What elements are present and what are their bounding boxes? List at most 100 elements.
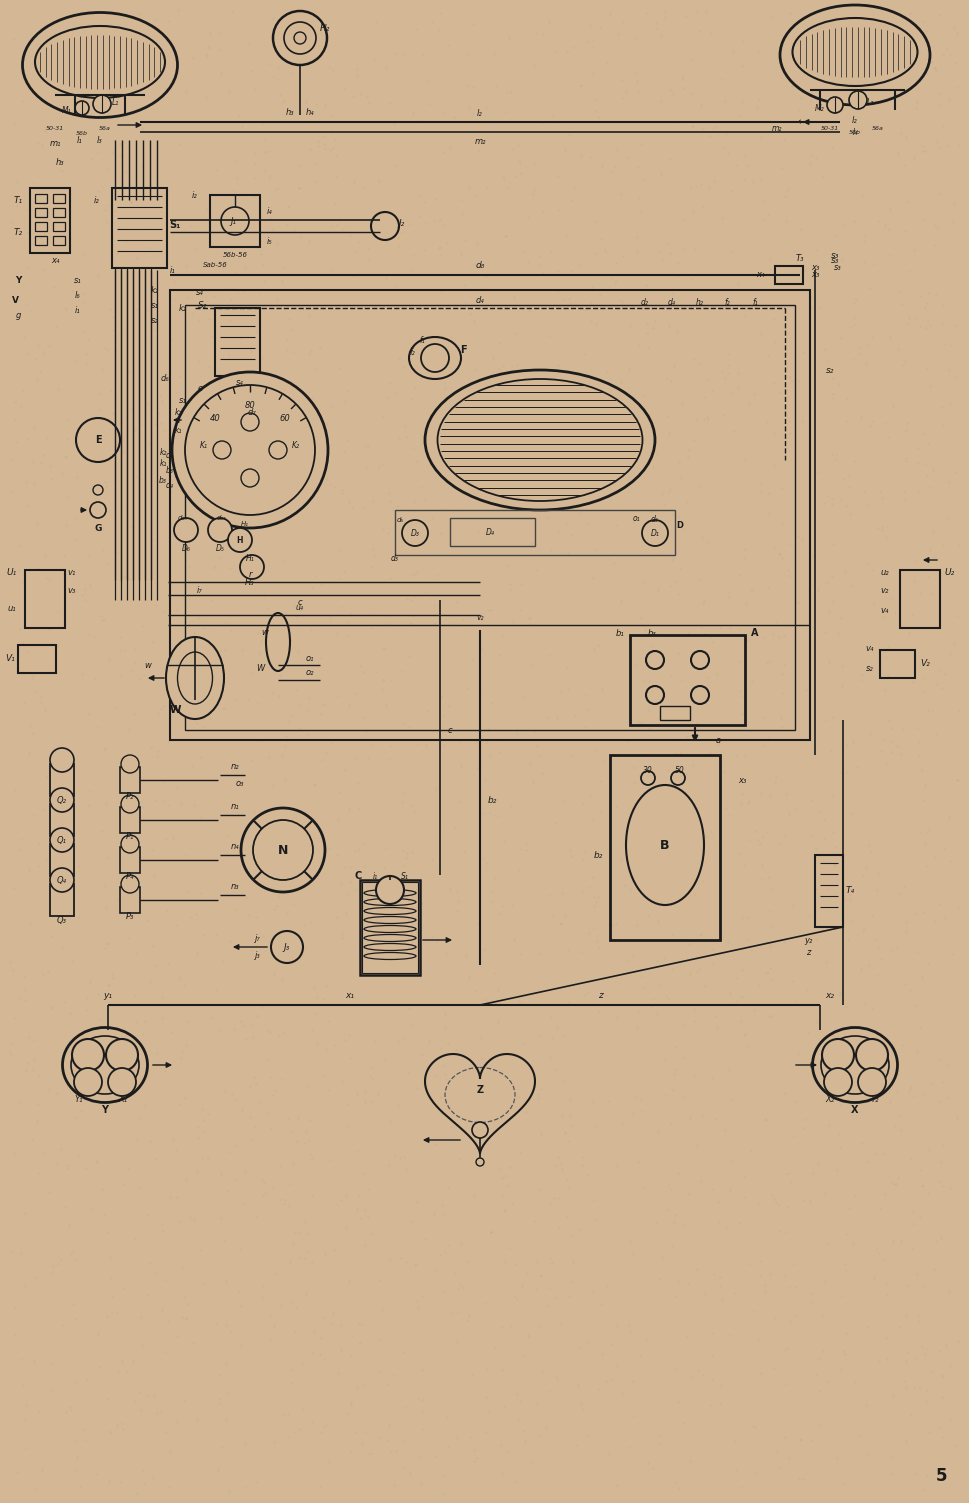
Point xyxy=(123,189,139,213)
Point xyxy=(490,1010,506,1034)
Point xyxy=(626,406,641,430)
Point xyxy=(363,1441,379,1465)
Point xyxy=(223,308,238,332)
Point xyxy=(162,1186,177,1210)
Point xyxy=(395,854,411,878)
Point xyxy=(31,1063,47,1087)
Point xyxy=(581,921,597,945)
Point xyxy=(137,39,152,63)
Point xyxy=(113,436,129,460)
Point xyxy=(523,612,539,636)
Point xyxy=(78,352,94,376)
Point xyxy=(688,409,703,433)
Point xyxy=(213,1162,229,1186)
Point xyxy=(453,242,469,266)
Point xyxy=(856,863,871,887)
Point xyxy=(563,1114,578,1138)
Point xyxy=(781,409,797,433)
Point xyxy=(303,618,319,642)
Point xyxy=(498,224,514,248)
Point xyxy=(933,3,949,27)
Point xyxy=(412,1444,427,1468)
Point xyxy=(628,26,643,50)
Point xyxy=(586,915,602,939)
Point xyxy=(232,513,247,537)
Point xyxy=(797,1117,812,1141)
Point xyxy=(323,472,338,496)
Point xyxy=(761,576,776,600)
Point xyxy=(468,185,484,209)
Point xyxy=(648,11,664,35)
Point xyxy=(514,571,529,595)
Point xyxy=(846,209,861,233)
Point xyxy=(328,296,344,320)
Point xyxy=(280,194,296,218)
Point xyxy=(152,383,168,407)
Point xyxy=(604,1368,619,1392)
Point xyxy=(403,1013,419,1037)
Point xyxy=(289,0,304,23)
Point xyxy=(706,1261,722,1285)
Point xyxy=(937,663,953,687)
Point xyxy=(311,134,327,158)
Point xyxy=(929,672,945,696)
Point xyxy=(129,298,144,322)
Circle shape xyxy=(273,11,327,65)
Point xyxy=(169,1138,184,1162)
Point xyxy=(441,406,456,430)
Point xyxy=(734,792,749,816)
Point xyxy=(357,176,372,200)
Point xyxy=(950,1106,965,1130)
Point xyxy=(237,257,253,281)
Point xyxy=(582,12,598,36)
Point xyxy=(479,730,494,755)
Point xyxy=(389,915,404,939)
Bar xyxy=(775,266,803,284)
Point xyxy=(342,870,358,894)
Bar xyxy=(112,188,167,268)
Point xyxy=(889,1061,904,1085)
Point xyxy=(39,764,54,788)
Point xyxy=(313,1326,328,1350)
Point xyxy=(540,491,555,516)
Circle shape xyxy=(75,101,89,116)
Point xyxy=(819,14,834,38)
Text: d₄: d₄ xyxy=(166,481,174,490)
Point xyxy=(669,1057,684,1081)
Point xyxy=(520,1323,536,1347)
Point xyxy=(845,730,860,755)
Point xyxy=(778,1338,794,1362)
Point xyxy=(512,1389,527,1413)
Point xyxy=(561,287,577,311)
Point xyxy=(746,382,762,406)
Point xyxy=(306,1341,322,1365)
Point xyxy=(447,105,462,129)
Point xyxy=(100,552,115,576)
Text: U₁: U₁ xyxy=(7,568,17,577)
Point xyxy=(598,983,613,1007)
Point xyxy=(637,167,652,191)
Point xyxy=(634,711,649,735)
Text: w: w xyxy=(262,627,268,636)
Point xyxy=(213,639,229,663)
Point xyxy=(875,514,891,538)
Text: H₁: H₁ xyxy=(241,522,249,528)
Point xyxy=(672,741,688,765)
Point xyxy=(665,281,680,305)
Point xyxy=(817,1270,832,1294)
Point xyxy=(396,782,412,806)
Point xyxy=(640,2,655,26)
Point xyxy=(532,742,547,767)
Point xyxy=(507,293,522,317)
Point xyxy=(878,525,893,549)
Point xyxy=(107,1090,122,1114)
Point xyxy=(860,1150,876,1174)
Point xyxy=(196,1272,211,1296)
Point xyxy=(920,1378,935,1402)
Point xyxy=(297,90,313,114)
Point xyxy=(797,1106,813,1130)
Point xyxy=(763,1261,778,1285)
Point xyxy=(599,51,614,75)
Point xyxy=(656,119,672,143)
Text: E: E xyxy=(95,434,102,445)
